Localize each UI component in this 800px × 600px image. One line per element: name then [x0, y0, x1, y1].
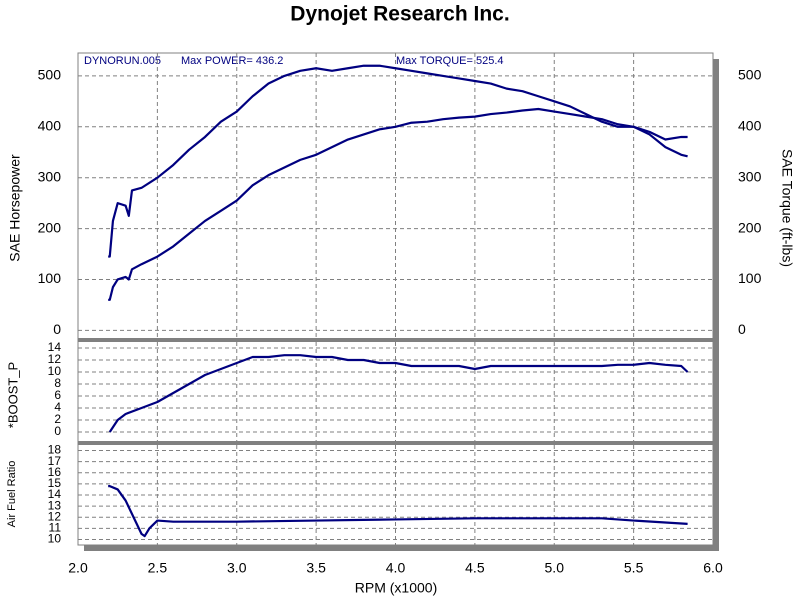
y-tick-label: 18 [48, 443, 62, 457]
y-tick-label: 12 [48, 509, 62, 523]
y-tick-label: 8 [54, 376, 61, 390]
y-tick-label: 500 [38, 67, 62, 83]
y-tick-label: 4 [54, 400, 61, 414]
panel-separator [78, 338, 719, 342]
annotation: DYNORUN.005 [84, 55, 161, 67]
data-line [108, 107, 688, 301]
y-axis-label: *BOOST_P [5, 362, 20, 428]
x-tick-label: 4.0 [386, 560, 406, 576]
y2-tick-label: 400 [738, 117, 762, 133]
y-tick-label: 0 [53, 321, 61, 337]
y-tick-label: 10 [48, 364, 62, 378]
y-tick-label: 2 [54, 412, 61, 426]
x-tick-label: 3.0 [227, 560, 247, 576]
y-tick-label: 300 [38, 168, 62, 184]
panel-separator [78, 441, 719, 445]
x-axis-label: RPM (x1000) [355, 580, 437, 596]
data-line [108, 485, 688, 538]
y-axis-label: SAE Horsepower [7, 154, 23, 262]
y2-axis-label: SAE Torque (ft-lbs) [779, 149, 795, 267]
annotation: Max POWER= 436.2 [181, 55, 283, 67]
y-tick-label: 200 [38, 219, 62, 235]
x-tick-label: 5.0 [545, 560, 565, 576]
y-axis-label: Air Fuel Ratio [6, 461, 18, 528]
y-tick-label: 100 [38, 270, 62, 286]
data-line [108, 354, 689, 433]
y2-tick-label: 500 [738, 67, 762, 83]
y-tick-label: 0 [54, 424, 61, 438]
data-line [108, 64, 688, 258]
y-tick-label: 14 [48, 487, 62, 501]
y2-tick-label: 0 [738, 321, 746, 337]
y-tick-label: 16 [48, 465, 62, 479]
x-tick-label: 4.5 [465, 560, 485, 576]
y2-tick-label: 300 [738, 168, 762, 184]
x-tick-label: 5.5 [624, 560, 644, 576]
y2-tick-label: 100 [738, 270, 762, 286]
y-tick-label: 15 [48, 476, 62, 490]
y-tick-label: 17 [48, 454, 62, 468]
y-tick-label: 10 [48, 532, 62, 546]
x-tick-label: 3.5 [306, 560, 326, 576]
annotation: Max TORQUE= 525.4 [396, 55, 504, 67]
y2-tick-label: 200 [738, 219, 762, 235]
x-tick-label: 2.0 [68, 560, 88, 576]
x-tick-label: 6.0 [703, 560, 723, 576]
y-tick-label: 14 [48, 340, 62, 354]
y-tick-label: 13 [48, 498, 62, 512]
y-tick-label: 12 [48, 352, 62, 366]
y-tick-label: 6 [54, 388, 61, 402]
y-tick-label: 11 [49, 521, 62, 535]
x-tick-label: 2.5 [148, 560, 168, 576]
chart-title: Dynojet Research Inc. [290, 3, 509, 26]
y-tick-label: 400 [38, 117, 62, 133]
